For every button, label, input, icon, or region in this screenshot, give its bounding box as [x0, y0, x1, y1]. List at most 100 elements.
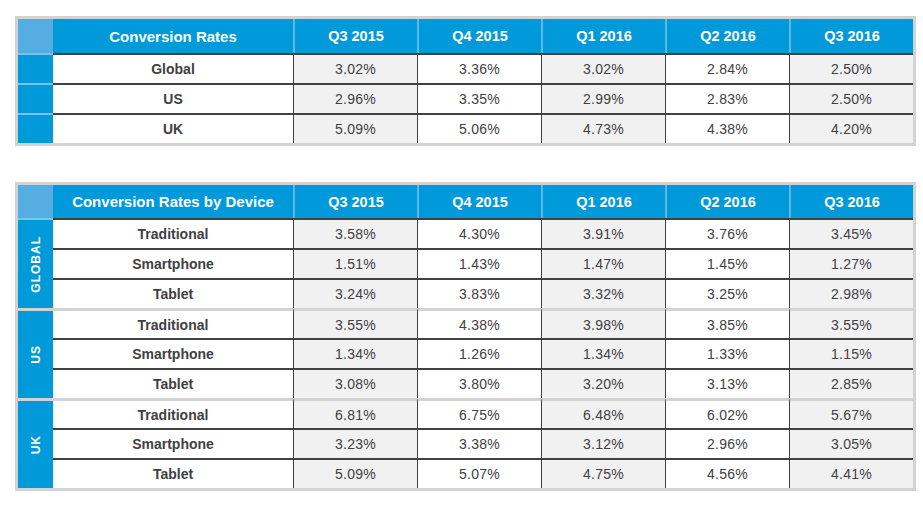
conversion-rates-by-device-grid: Conversion Rates by Device Q3 2015 Q4 20… — [18, 185, 913, 488]
value-cell: 1.15% — [789, 338, 913, 368]
value-cell: 2.85% — [789, 368, 913, 398]
value-cell: 3.24% — [293, 278, 417, 308]
value-cell: 3.02% — [293, 53, 417, 83]
value-cell: 3.05% — [789, 428, 913, 458]
group-label-text: US — [29, 345, 43, 364]
row-label-us: US — [53, 83, 293, 113]
row-accent-cell — [18, 53, 53, 83]
group-label-text: UK — [29, 435, 43, 454]
value-cell: 5.09% — [293, 458, 417, 488]
row-label-tablet: Tablet — [53, 458, 293, 488]
value-cell: 2.96% — [665, 428, 789, 458]
value-cell: 1.43% — [417, 248, 541, 278]
row-label-global: Global — [53, 53, 293, 83]
column-header-q3-2016: Q3 2016 — [789, 185, 913, 218]
table-corner-cell — [18, 185, 53, 218]
group-label-us: US — [18, 308, 53, 398]
row-label-uk: UK — [53, 113, 293, 143]
column-header-q4-2015: Q4 2015 — [417, 185, 541, 218]
column-header-q1-2016: Q1 2016 — [541, 19, 665, 53]
value-cell: 4.20% — [789, 113, 913, 143]
row-label-traditional: Traditional — [53, 398, 293, 428]
value-cell: 1.51% — [293, 248, 417, 278]
value-cell: 1.33% — [665, 338, 789, 368]
group-label-uk: UK — [18, 398, 53, 488]
column-header-q3-2015: Q3 2015 — [293, 185, 417, 218]
row-label-tablet: Tablet — [53, 368, 293, 398]
value-cell: 3.36% — [417, 53, 541, 83]
value-cell: 3.38% — [417, 428, 541, 458]
value-cell: 5.07% — [417, 458, 541, 488]
value-cell: 6.75% — [417, 398, 541, 428]
row-accent-cell — [18, 83, 53, 113]
value-cell: 2.84% — [665, 53, 789, 83]
conversion-rates-table: Conversion Rates Q3 2015 Q4 2015 Q1 2016… — [15, 16, 916, 146]
value-cell: 1.45% — [665, 248, 789, 278]
value-cell: 1.47% — [541, 248, 665, 278]
value-cell: 1.34% — [541, 338, 665, 368]
value-cell: 5.06% — [417, 113, 541, 143]
column-header-q2-2016: Q2 2016 — [665, 185, 789, 218]
value-cell: 1.26% — [417, 338, 541, 368]
value-cell: 3.76% — [665, 218, 789, 248]
value-cell: 3.02% — [541, 53, 665, 83]
value-cell: 4.38% — [417, 308, 541, 338]
value-cell: 1.34% — [293, 338, 417, 368]
value-cell: 3.23% — [293, 428, 417, 458]
value-cell: 5.67% — [789, 398, 913, 428]
value-cell: 3.20% — [541, 368, 665, 398]
value-cell: 3.45% — [789, 218, 913, 248]
column-header-q1-2016: Q1 2016 — [541, 185, 665, 218]
value-cell: 3.32% — [541, 278, 665, 308]
value-cell: 3.55% — [789, 308, 913, 338]
value-cell: 3.83% — [417, 278, 541, 308]
value-cell: 3.08% — [293, 368, 417, 398]
value-cell: 1.27% — [789, 248, 913, 278]
value-cell: 2.98% — [789, 278, 913, 308]
conversion-rates-by-device-table: Conversion Rates by Device Q3 2015 Q4 20… — [15, 182, 916, 491]
value-cell: 3.58% — [293, 218, 417, 248]
row-label-tablet: Tablet — [53, 278, 293, 308]
value-cell: 5.09% — [293, 113, 417, 143]
value-cell: 3.85% — [665, 308, 789, 338]
value-cell: 2.83% — [665, 83, 789, 113]
value-cell: 3.55% — [293, 308, 417, 338]
value-cell: 6.48% — [541, 398, 665, 428]
conversion-rates-report: Conversion Rates Q3 2015 Q4 2015 Q1 2016… — [0, 0, 923, 517]
value-cell: 3.98% — [541, 308, 665, 338]
value-cell: 4.56% — [665, 458, 789, 488]
value-cell: 4.30% — [417, 218, 541, 248]
value-cell: 4.41% — [789, 458, 913, 488]
value-cell: 3.25% — [665, 278, 789, 308]
group-label-global: GLOBAL — [18, 218, 53, 308]
row-label-smartphone: Smartphone — [53, 248, 293, 278]
value-cell: 3.13% — [665, 368, 789, 398]
value-cell: 6.02% — [665, 398, 789, 428]
column-header-q3-2015: Q3 2015 — [293, 19, 417, 53]
table-title: Conversion Rates — [53, 19, 293, 53]
conversion-rates-grid: Conversion Rates Q3 2015 Q4 2015 Q1 2016… — [18, 19, 913, 143]
row-label-traditional: Traditional — [53, 218, 293, 248]
value-cell: 4.38% — [665, 113, 789, 143]
value-cell: 3.12% — [541, 428, 665, 458]
group-label-text: GLOBAL — [29, 236, 43, 293]
value-cell: 3.91% — [541, 218, 665, 248]
value-cell: 6.81% — [293, 398, 417, 428]
row-label-smartphone: Smartphone — [53, 338, 293, 368]
value-cell: 4.75% — [541, 458, 665, 488]
value-cell: 2.96% — [293, 83, 417, 113]
column-header-q3-2016: Q3 2016 — [789, 19, 913, 53]
value-cell: 2.50% — [789, 83, 913, 113]
column-header-q2-2016: Q2 2016 — [665, 19, 789, 53]
value-cell: 2.99% — [541, 83, 665, 113]
value-cell: 3.35% — [417, 83, 541, 113]
table-corner-cell — [18, 19, 53, 53]
column-header-q4-2015: Q4 2015 — [417, 19, 541, 53]
value-cell: 4.73% — [541, 113, 665, 143]
row-accent-cell — [18, 113, 53, 143]
value-cell: 2.50% — [789, 53, 913, 83]
row-label-smartphone: Smartphone — [53, 428, 293, 458]
value-cell: 3.80% — [417, 368, 541, 398]
row-label-traditional: Traditional — [53, 308, 293, 338]
table-title: Conversion Rates by Device — [53, 185, 293, 218]
